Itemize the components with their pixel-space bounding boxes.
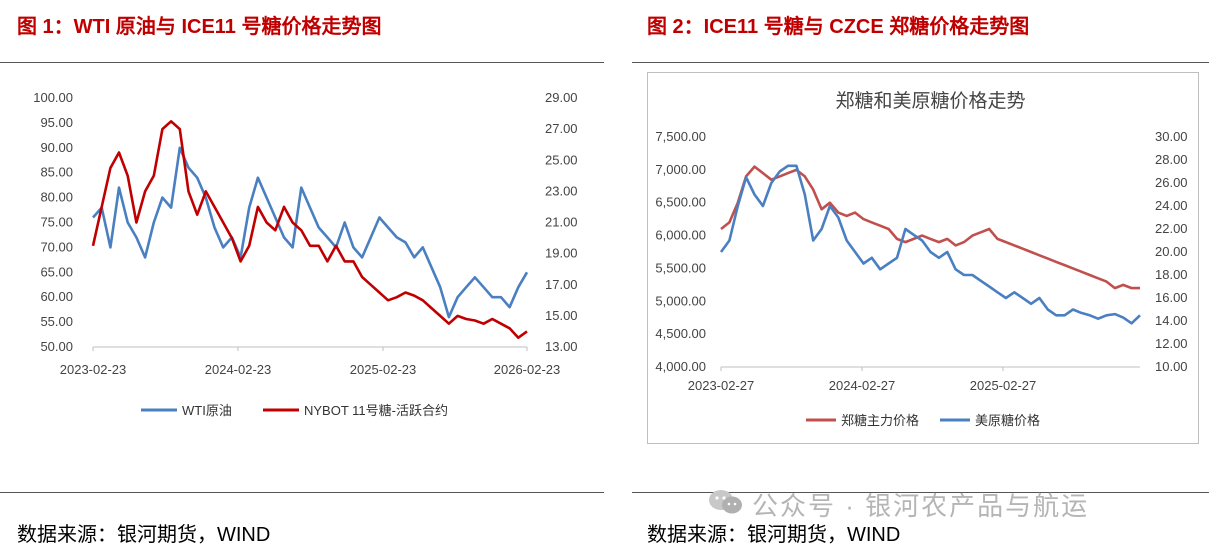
y-left-tick-label: 5,000.00 (655, 293, 706, 308)
y-right-tick-label: 23.00 (545, 183, 578, 198)
y-left-tick-label: 65.00 (40, 264, 73, 279)
y-right-tick-label: 16.00 (1155, 290, 1188, 305)
y-right-tick-label: 13.00 (545, 339, 578, 354)
x-tick-label: 2024-02-23 (205, 362, 272, 377)
y-right-tick-label: 26.00 (1155, 175, 1188, 190)
series-line-0 (92, 146, 529, 319)
y-right-tick-label: 27.00 (545, 121, 578, 136)
x-tick-label: 2023-02-27 (688, 378, 755, 393)
figure-1-bottom-rule (0, 492, 604, 493)
y-right-tick-label: 12.00 (1155, 336, 1188, 351)
y-right-tick-label: 14.00 (1155, 313, 1188, 328)
figure-1-title: 图 1：WTI 原油与 ICE11 号糖价格走势图 (17, 16, 382, 38)
y-left-tick-label: 4,500.00 (655, 326, 706, 341)
chart-1: 100.00 95.00 90.00 85.00 80.00 75.00 70.00 65.0… (33, 90, 577, 418)
y-left-tick-label: 7,500.00 (655, 129, 706, 144)
y-left-tick-label: 55.00 (40, 314, 73, 329)
y-left-tick-label: 95.00 (40, 115, 73, 130)
wechat-icon (709, 490, 742, 514)
y-right-tick-label: 19.00 (545, 246, 578, 261)
y-right-tick-label: 29.00 (545, 90, 578, 105)
figure-2-title: 图 2：ICE11 号糖与 CZCE 郑糖价格走势图 (647, 16, 1030, 38)
y-right-tick-label: 17.00 (545, 277, 578, 292)
y-left-tick-label: 90.00 (40, 140, 73, 155)
y-right-tick-label: 18.00 (1155, 267, 1188, 282)
figure-1-source: 数据来源：银河期货，WIND (17, 524, 271, 546)
y-left-tick-label: 7,000.00 (655, 162, 706, 177)
x-tick-label: 2026-02-23 (494, 362, 561, 377)
x-tick-label: 2025-02-23 (350, 362, 417, 377)
series-line-0 (720, 165, 1140, 290)
legend-label: NYBOT 11号糖-活跃合约 (304, 403, 448, 418)
series-line-1 (719, 164, 1141, 325)
y-left-tick-label: 85.00 (40, 165, 73, 180)
y-right-tick-label: 10.00 (1155, 359, 1188, 374)
legend-label: 郑糖主力价格 (841, 413, 919, 428)
y-right-tick-label: 22.00 (1155, 221, 1188, 236)
legend-label: 美原糖价格 (975, 413, 1040, 428)
y-left-tick-label: 100.00 (33, 90, 73, 105)
y-left-tick-label: 5,500.00 (655, 260, 706, 275)
chart-2: 郑糖和美原糖价格走势 7,500.00 7,000.00 6,500.00 6,000.… (655, 90, 1187, 428)
figure-2-source: 数据来源：银河期货，WIND (647, 524, 901, 546)
y-right-tick-label: 25.00 (545, 152, 578, 167)
y-right-tick-label: 21.00 (545, 215, 578, 230)
chart-2-panel (647, 72, 1199, 444)
y-left-tick-label: 6,000.00 (655, 228, 706, 243)
chart-title: 郑糖和美原糖价格走势 (835, 90, 1025, 112)
figure-2-bottom-rule (632, 492, 1209, 493)
series-line-1 (91, 120, 528, 340)
y-right-tick-label: 15.00 (545, 308, 578, 323)
x-tick-label: 2023-02-23 (60, 362, 127, 377)
y-left-tick-label: 80.00 (40, 190, 73, 205)
y-right-tick-label: 30.00 (1155, 129, 1188, 144)
y-left-tick-label: 60.00 (40, 289, 73, 304)
y-left-tick-label: 4,000.00 (655, 359, 706, 374)
y-left-tick-label: 70.00 (40, 239, 73, 254)
y-left-tick-label: 75.00 (40, 215, 73, 230)
legend-label: WTI原油 (182, 403, 232, 418)
x-tick-label: 2025-02-27 (970, 378, 1037, 393)
watermark-text: 公众号 · 银河农产品与航运 (752, 491, 1090, 521)
y-right-tick-label: 24.00 (1155, 198, 1188, 213)
y-left-tick-label: 50.00 (40, 339, 73, 354)
y-right-tick-label: 20.00 (1155, 244, 1188, 259)
figure-2-top-rule (632, 62, 1209, 63)
x-tick-label: 2024-02-27 (829, 378, 896, 393)
y-right-tick-label: 28.00 (1155, 152, 1188, 167)
y-left-tick-label: 6,500.00 (655, 195, 706, 210)
figure-1-top-rule (0, 62, 604, 63)
